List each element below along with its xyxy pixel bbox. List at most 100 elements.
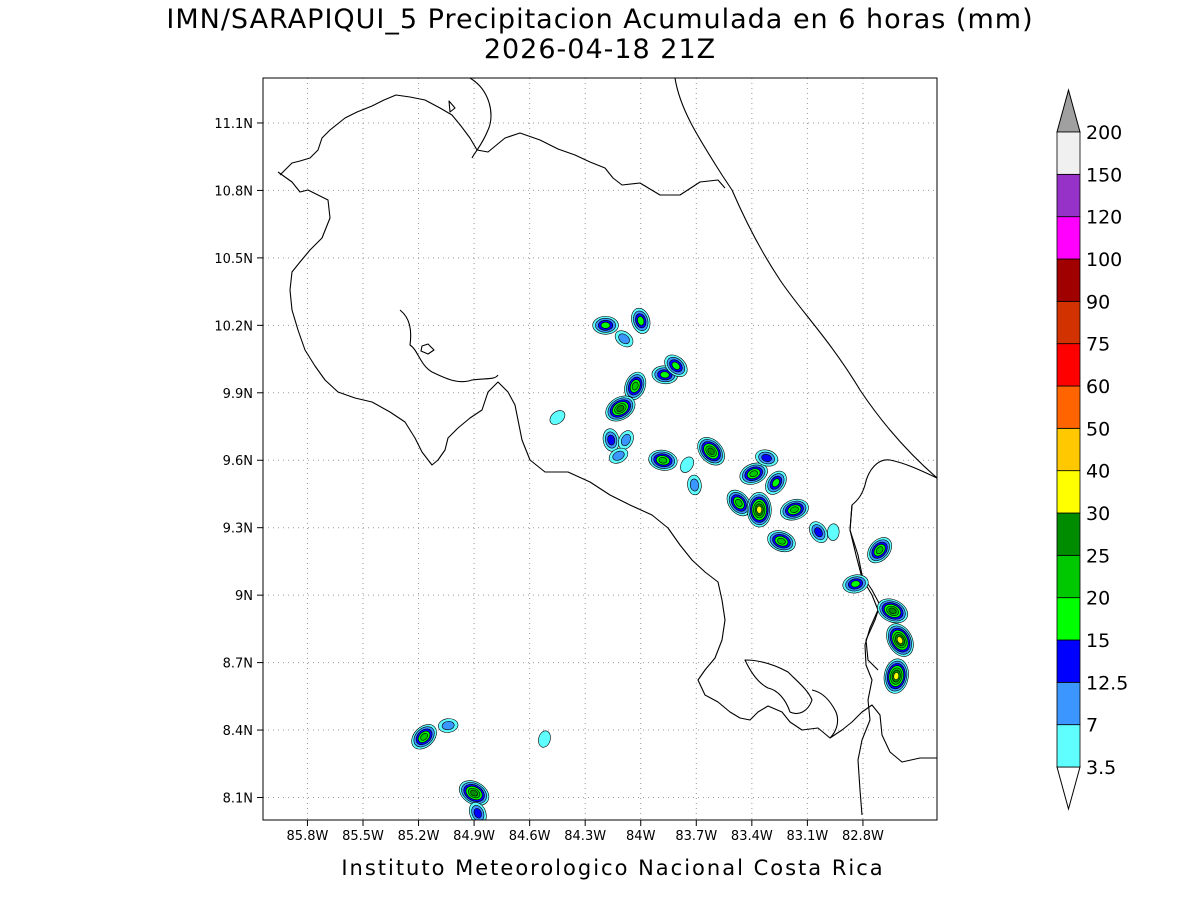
map-axes: 85.8W 85.5W 85.2W 84.9W 84.6W 84.3W 84W 83.7W 83… <box>214 117 884 844</box>
colorbar-label: 7 <box>1086 715 1098 737</box>
lat-tick-label: 8.1N <box>223 792 253 807</box>
precip-contour <box>612 450 625 461</box>
precip-contour <box>888 607 897 615</box>
lat-tick-label: 9.3N <box>223 522 253 537</box>
colorbar-swatch <box>1056 343 1081 387</box>
colorbar-swatch <box>1056 681 1081 726</box>
precip-contour <box>420 732 428 741</box>
precip-cell <box>651 365 678 385</box>
lat-tick-label: 9.6N <box>223 454 253 469</box>
lon-tick-label: 85.2W <box>398 829 440 844</box>
colorbar-below-arrow <box>1056 766 1081 811</box>
precip-cell <box>608 447 629 464</box>
lon-tick-label: 82.8W <box>842 829 884 844</box>
colorbar-swatch <box>1056 131 1081 175</box>
colorbar-label: 120 <box>1086 207 1122 229</box>
lon-tick-label: 83.1W <box>786 829 828 844</box>
map-frame <box>262 77 938 821</box>
precip-contour <box>607 434 615 446</box>
coastline-borders <box>277 78 937 816</box>
colorbar-swatch <box>1056 385 1081 429</box>
colorbar-label: 60 <box>1086 376 1110 398</box>
precip-cell <box>809 521 828 543</box>
nicoya-gulf <box>399 309 499 383</box>
lon-tick-label: 84.9W <box>453 829 495 844</box>
precip-cell <box>664 354 688 377</box>
precip-cell <box>780 498 809 521</box>
lon-tick-label: 84.6W <box>509 829 551 844</box>
precip-cell <box>886 623 914 657</box>
precip-contour <box>827 523 840 541</box>
lat-tick-label: 9.9N <box>223 387 253 402</box>
precip-cell <box>687 474 702 496</box>
pacific-coast-north <box>277 171 937 763</box>
precip-cell <box>549 410 566 425</box>
colorbar-label: 30 <box>1086 503 1110 525</box>
precip-contour <box>549 410 566 425</box>
colorbar-swatch <box>1056 597 1081 641</box>
precip-cell <box>867 537 892 564</box>
colorbar-label: 20 <box>1086 588 1110 610</box>
precip-cell <box>438 718 459 733</box>
precip-cell <box>680 456 694 473</box>
precip-contour <box>790 506 799 513</box>
colorbar-label: 15 <box>1086 630 1110 652</box>
lat-tick-label: 8.7N <box>223 657 253 672</box>
colorbar-label: 12.5 <box>1086 672 1128 694</box>
precip-contour <box>660 371 670 379</box>
precip-contour <box>850 580 861 588</box>
precip-contour <box>735 498 743 507</box>
precip-contour <box>761 454 772 462</box>
colorbar-label: 40 <box>1086 461 1110 483</box>
caribbean-coast-north <box>469 78 492 159</box>
lat-tick-label: 9N <box>235 589 253 604</box>
precip-cell <box>765 470 787 495</box>
colorbar-label: 150 <box>1086 164 1122 186</box>
osa-peninsula <box>744 659 813 715</box>
precip-contour <box>689 478 699 492</box>
precip-cell <box>624 371 647 401</box>
precip-contour <box>893 672 900 681</box>
lon-tick-label: 83.7W <box>675 829 717 844</box>
precip-cell <box>458 780 490 806</box>
precip-contour <box>631 381 639 391</box>
nicaragua-border <box>279 94 726 196</box>
precip-contour <box>814 527 823 538</box>
lon-tick-label: 83.4W <box>731 829 773 844</box>
precip-cell <box>411 724 437 750</box>
lon-tick-label: 84W <box>626 829 656 844</box>
precip-cell <box>755 449 779 467</box>
lat-tick-label: 10.2N <box>214 319 253 334</box>
colorbar-label: 90 <box>1086 291 1110 313</box>
precip-contour <box>473 808 482 819</box>
precip-contour <box>470 789 478 797</box>
panama-border <box>849 504 879 816</box>
caribbean-coast <box>674 78 937 479</box>
colorbar-swatch <box>1056 427 1081 472</box>
precip-cell <box>648 449 678 471</box>
colorbar-above-arrow <box>1056 88 1081 133</box>
precip-cell <box>538 730 551 748</box>
precip-cell <box>827 523 840 541</box>
lat-tick-label: 10.5N <box>214 252 253 267</box>
colorbar-swatch <box>1056 639 1081 683</box>
precip-contour <box>671 361 681 370</box>
lat-tick-label: 8.4N <box>223 724 253 739</box>
precip-contour <box>777 537 786 545</box>
precip-contour <box>771 478 780 488</box>
precip-cell <box>592 316 619 335</box>
precip-contour <box>896 636 904 644</box>
lat-tick-label: 11.1N <box>214 117 253 132</box>
precip-contour <box>600 321 611 329</box>
colorbar-swatch <box>1056 470 1081 514</box>
precip-contour <box>637 316 645 326</box>
precip-contour <box>875 546 884 555</box>
precip-contour <box>756 505 763 514</box>
colorbar-label: 100 <box>1086 249 1122 271</box>
bocas-coast <box>849 459 937 671</box>
precip-contour <box>707 447 715 455</box>
footer-credit: Instituto Meteorologico Nacional Costa R… <box>341 856 885 880</box>
precip-cell <box>614 330 634 348</box>
lon-tick-label: 85.5W <box>342 829 384 844</box>
